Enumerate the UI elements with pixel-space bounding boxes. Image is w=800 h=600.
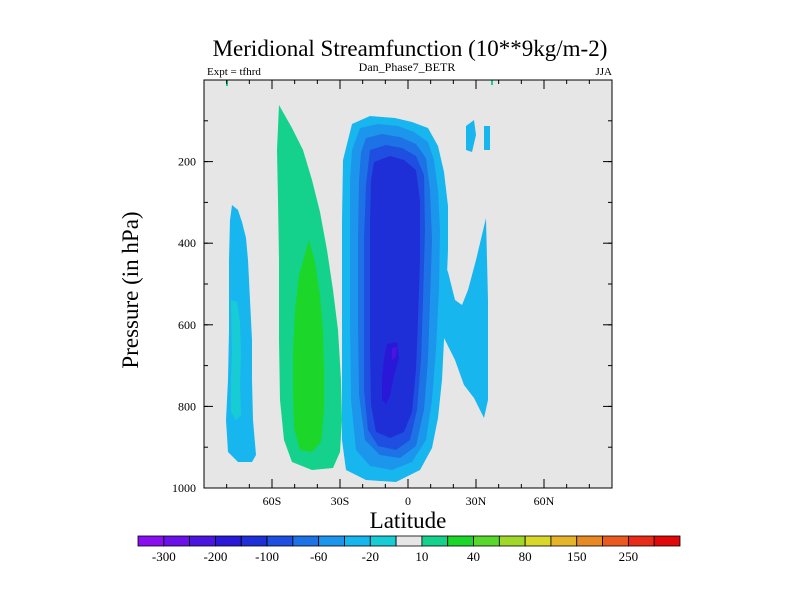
x-axis: 60S 30S 0 30N 60N: [203, 80, 613, 508]
nh-weak-cell-top2-fill: [484, 126, 490, 150]
hadley-core-edge-fill: [392, 347, 397, 360]
colorbar-swatch: [215, 535, 242, 547]
y-tick-label: 1000: [172, 481, 196, 495]
colorbar-label: 250: [619, 549, 639, 564]
x-axis-label: Latitude: [370, 508, 447, 533]
x-tick-label: 0: [405, 494, 411, 508]
colorbar-swatch: [550, 535, 578, 547]
colorbar: -300 -200 -100 -60 -20 10 40 80 150 250: [137, 535, 681, 564]
colorbar-swatch: [627, 535, 655, 547]
season-label: JJA: [595, 66, 612, 78]
y-tick-label: 200: [178, 155, 196, 169]
nh-weak-cell-top-fill: [466, 120, 476, 152]
colorbar-swatch: [395, 535, 423, 547]
colorbar-label: 40: [467, 549, 480, 564]
colorbar-swatch: [163, 535, 191, 547]
contour-fills: [226, 80, 493, 482]
colorbar-swatch: [498, 535, 526, 547]
colorbar-swatch: [602, 535, 629, 547]
y-axis-label: Pressure (in hPa): [118, 211, 143, 368]
colorbar-label: 80: [519, 549, 532, 564]
colorbar-label: -60: [310, 549, 327, 564]
plot-area: [203, 79, 613, 489]
y-tick-label: 600: [178, 318, 196, 332]
y-axis: 200 400 600 800 1000: [172, 120, 612, 495]
colorbar-swatch: [524, 535, 552, 547]
colorbar-swatch: [447, 535, 474, 547]
x-tick-label: 60N: [534, 494, 555, 508]
colorbar-swatch: [240, 535, 268, 547]
colorbar-swatch: [576, 535, 603, 547]
experiment-label: Expt = tfhrd: [207, 66, 261, 78]
colorbar-swatch: [137, 535, 165, 547]
colorbar-swatch: [318, 535, 345, 547]
case-label: Dan_Phase7_BETR: [359, 60, 456, 74]
top-speck-fill: [491, 80, 493, 85]
y-tick-label: 800: [178, 399, 196, 413]
y-tick-label: 400: [178, 236, 196, 250]
colorbar-swatch: [369, 535, 397, 547]
x-tick-label: 60S: [263, 494, 282, 508]
hadley-level-5-fill: [370, 156, 420, 438]
colorbar-swatch: [421, 535, 449, 547]
colorbar-label: -200: [204, 549, 228, 564]
colorbar-label: -100: [255, 549, 279, 564]
hadley-core-fill: [382, 342, 399, 404]
colorbar-label: -300: [152, 549, 176, 564]
sh-polar-cell-core: [231, 300, 241, 420]
colorbar-label: 10: [415, 549, 428, 564]
x-tick-label: 30S: [331, 494, 350, 508]
colorbar-swatch: [189, 535, 216, 547]
colorbar-swatch: [344, 535, 371, 547]
colorbar-label: 150: [567, 549, 587, 564]
colorbar-swatch: [292, 535, 320, 547]
x-tick-label: 30N: [466, 494, 487, 508]
colorbar-label: -20: [362, 549, 379, 564]
colorbar-swatch: [473, 535, 500, 547]
chart-title: Meridional Streamfunction (10**9kg/m-2): [213, 36, 608, 61]
ferrel-cell-core-fill: [293, 240, 324, 452]
colorbar-swatch: [653, 535, 681, 547]
colorbar-swatch: [266, 535, 294, 547]
